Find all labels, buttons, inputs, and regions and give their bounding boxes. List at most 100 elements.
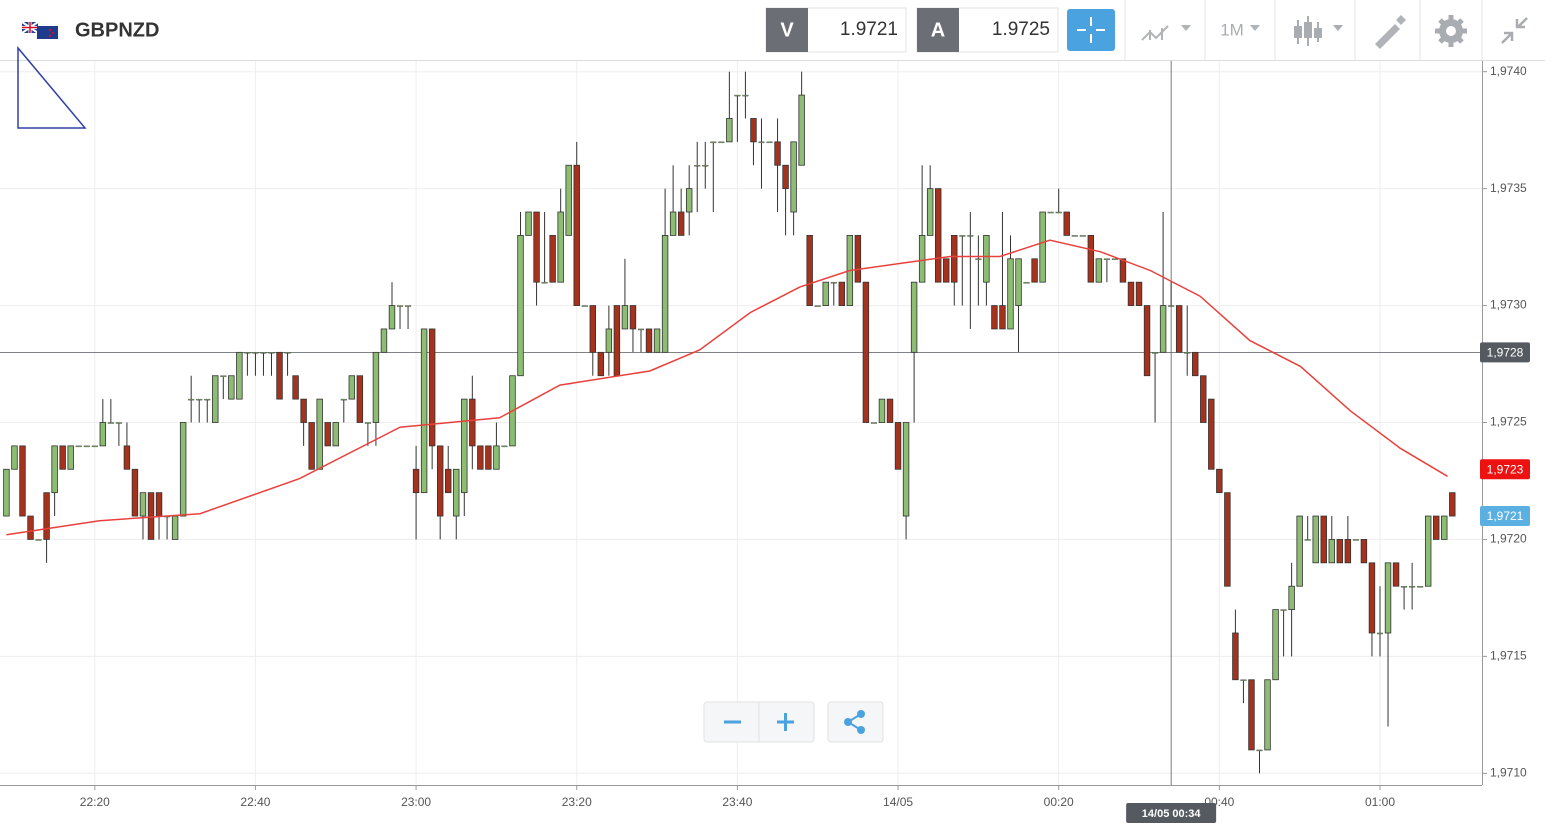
candle-body	[188, 398, 195, 401]
candle-body	[420, 328, 428, 494]
candle-body	[11, 445, 18, 470]
candle-body	[1433, 515, 1440, 540]
candle-body	[677, 211, 685, 236]
sell-label-bg	[766, 8, 808, 52]
settings-button[interactable]	[1435, 15, 1467, 47]
candle-body	[91, 445, 98, 448]
candle-body	[469, 398, 476, 447]
candle-body	[485, 445, 492, 470]
candle-body	[1248, 679, 1255, 751]
crosshair-x-label: 14/05 00:34	[1142, 808, 1202, 820]
candle-body	[573, 164, 580, 306]
candle-body	[1344, 539, 1352, 564]
candle-body	[1007, 258, 1014, 330]
timeframe[interactable]: 1M	[1220, 20, 1244, 39]
candle-body	[517, 235, 524, 377]
candle-body	[581, 305, 588, 307]
header: GBPNZD V 1.9721 A 1.9725 1M	[0, 0, 1545, 61]
candle-body	[1168, 305, 1175, 307]
candle-body	[1312, 515, 1319, 564]
candle-body	[1424, 515, 1432, 587]
crosshair-button[interactable]	[1067, 9, 1115, 51]
symbol: GBPNZD	[75, 19, 159, 41]
candle-body	[228, 375, 235, 400]
candle-body	[661, 235, 669, 353]
candle-body	[83, 445, 90, 448]
candle-body	[292, 375, 299, 400]
candle-body	[372, 351, 380, 423]
candle-body	[268, 352, 275, 354]
candle-body	[1208, 398, 1215, 470]
collapse-button[interactable]	[1501, 17, 1528, 44]
candle-body	[854, 235, 862, 283]
candle-body	[1063, 211, 1070, 236]
candle-body	[830, 281, 837, 284]
candle-body	[710, 141, 717, 144]
candle-body	[1087, 235, 1095, 283]
candle-body	[653, 328, 661, 353]
crosshair-x-box	[1126, 803, 1217, 823]
candle-style-button[interactable]	[1294, 16, 1343, 46]
drawing-tool-triangle[interactable]	[17, 45, 87, 129]
x-tick-label: 22:40	[240, 795, 270, 809]
candle-body	[959, 235, 966, 237]
candle-body	[629, 305, 637, 330]
candle-body	[1392, 562, 1400, 587]
candle-body	[364, 422, 371, 424]
candle-body	[324, 422, 331, 447]
candle-body	[999, 305, 1006, 330]
candle-body	[348, 375, 356, 400]
zoom-in[interactable]	[777, 713, 794, 731]
buy-label-bg	[917, 8, 959, 52]
candle-body	[814, 305, 821, 307]
chart-type-button[interactable]	[1141, 25, 1191, 41]
candle-body	[1360, 539, 1368, 564]
candle-body	[107, 422, 114, 424]
candle-body	[1401, 586, 1408, 588]
x-tick-label: 22:20	[80, 795, 110, 809]
price-marker-box	[1480, 459, 1530, 480]
candle-body	[123, 445, 131, 470]
candle-body	[613, 305, 621, 377]
candle-body	[204, 398, 211, 401]
zoom-controls	[703, 701, 884, 743]
candle-body	[750, 118, 757, 143]
candle-body	[1103, 258, 1110, 260]
candle-body	[645, 328, 653, 353]
sell-price: 1.9721	[840, 19, 898, 40]
candle-body	[1232, 632, 1239, 681]
candle-body	[951, 235, 958, 283]
candle-body	[1224, 492, 1231, 587]
candle-body	[356, 375, 364, 423]
candle-body	[380, 328, 388, 353]
x-tick-label: 14/05	[883, 795, 913, 809]
candle-body	[1175, 305, 1183, 353]
candle-body	[196, 398, 203, 401]
candle-body	[806, 235, 813, 306]
candle-body	[549, 235, 556, 283]
draw-tool-button[interactable]	[1375, 15, 1406, 49]
candle-body	[1384, 562, 1392, 634]
candle-body	[766, 141, 773, 144]
flag-icon	[21, 21, 58, 39]
candle-body	[758, 141, 765, 144]
candle-body	[685, 188, 693, 213]
candle-body	[59, 445, 66, 470]
candle-body	[790, 141, 797, 213]
y-tick-label: 1,9725	[1490, 415, 1527, 429]
candle-body	[99, 422, 107, 447]
separators	[1124, 0, 1483, 60]
share-button[interactable]	[827, 701, 884, 743]
candle-body	[1296, 515, 1303, 587]
candle-body	[525, 211, 532, 236]
candle-body	[1095, 258, 1103, 283]
candle-body	[926, 188, 934, 236]
candle-body	[340, 398, 347, 401]
candle-body	[1264, 679, 1271, 751]
candle-body	[501, 445, 508, 448]
candle-body	[1071, 235, 1078, 237]
candle-body	[1031, 258, 1038, 283]
candle-body	[910, 281, 918, 353]
candle-body	[597, 351, 605, 377]
candle-body	[428, 328, 436, 447]
